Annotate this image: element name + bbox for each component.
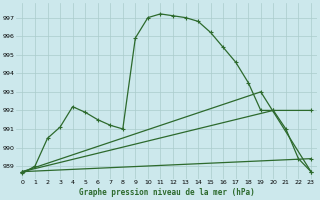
X-axis label: Graphe pression niveau de la mer (hPa): Graphe pression niveau de la mer (hPa) — [79, 188, 255, 197]
